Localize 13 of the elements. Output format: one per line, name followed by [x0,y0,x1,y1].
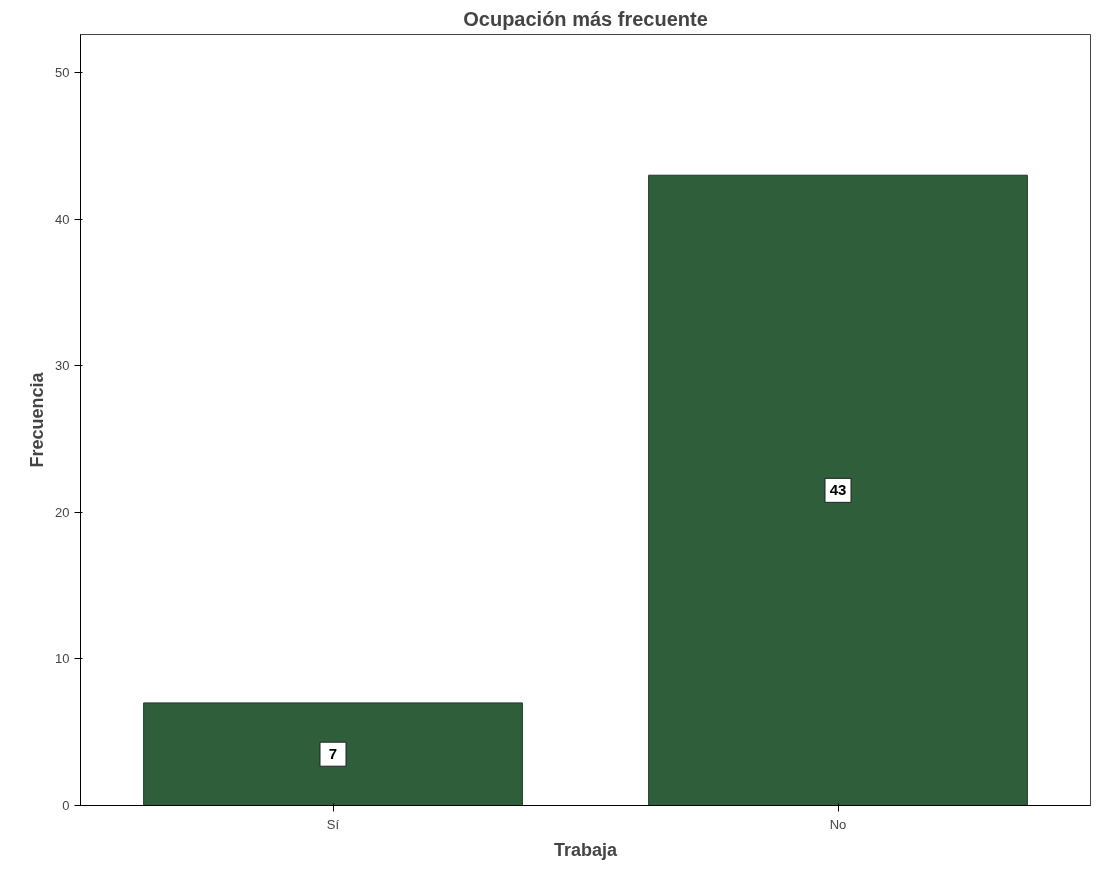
y-tick-label: 50 [55,65,70,81]
y-tick-label: 40 [55,211,70,227]
y-tick-label: 0 [62,798,70,813]
y-axis-title: Frecuencia [27,371,48,468]
data-label: 43 [829,481,847,499]
x-tick-label: Sí [326,816,340,832]
chart-title: Ocupación más frecuente [463,7,708,30]
y-tick-label: 10 [55,651,70,667]
x-tick-label: No [829,816,847,832]
x-axis-title: Trabaja [553,839,619,860]
y-tick-label: 20 [55,504,70,520]
y-tick-label: 30 [55,358,70,374]
data-label: 7 [328,745,338,763]
